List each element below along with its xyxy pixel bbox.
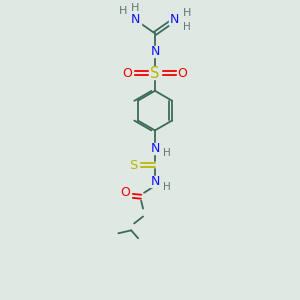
Text: H: H <box>163 148 171 158</box>
Text: H: H <box>183 22 190 32</box>
Text: O: O <box>122 67 132 80</box>
Bar <box>122 68 133 79</box>
Text: N: N <box>150 142 160 155</box>
Text: O: O <box>178 67 188 80</box>
Bar <box>149 143 161 154</box>
Text: H: H <box>119 6 128 16</box>
Bar <box>120 187 131 198</box>
Bar <box>149 46 161 57</box>
Bar <box>177 68 188 79</box>
Text: N: N <box>170 13 179 26</box>
Text: S: S <box>150 65 160 80</box>
Text: H: H <box>163 182 171 192</box>
Text: N: N <box>150 45 160 58</box>
Text: H: H <box>131 3 139 13</box>
Bar <box>128 160 139 170</box>
Text: H: H <box>182 8 191 18</box>
Bar <box>148 67 161 80</box>
Bar <box>169 14 180 25</box>
Text: N: N <box>130 13 140 26</box>
Bar <box>130 14 141 25</box>
Text: N: N <box>150 176 160 188</box>
Text: S: S <box>129 158 137 172</box>
Bar <box>149 176 161 187</box>
Text: O: O <box>120 186 130 199</box>
